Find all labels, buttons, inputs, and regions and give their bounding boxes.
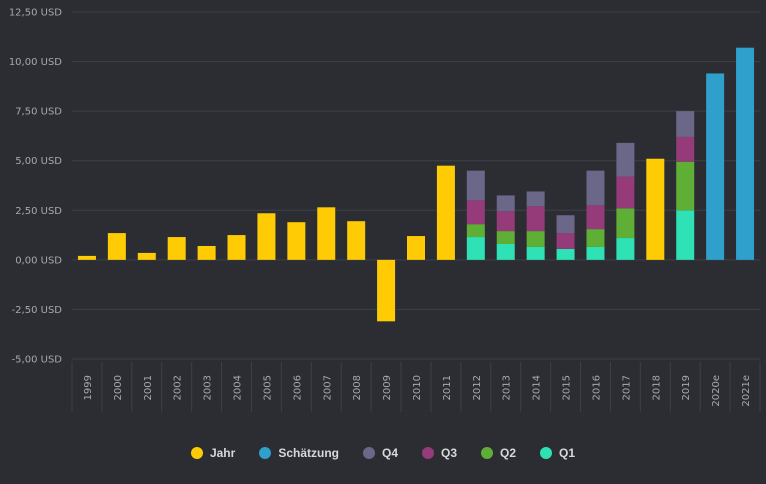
x-tick-label: 2020e [711,375,722,407]
x-tick-label: 2002 [173,375,184,400]
bar-q1-2017[interactable] [616,238,635,260]
legend-label: Schätzung [278,446,339,460]
bars [77,47,755,322]
bar-q4-2015[interactable] [556,215,575,234]
legend-dot-q2 [481,447,494,459]
legend-item-q3[interactable]: Q3 [422,446,457,460]
bar-q4-2019[interactable] [676,111,695,137]
y-tick-label: 0,00 USD [15,255,62,266]
bar-jahr-2008[interactable] [347,221,366,260]
bar-jahr-2018[interactable] [646,158,665,260]
bar-q3-2013[interactable] [496,211,515,232]
x-tick-label: 2009 [382,375,393,400]
x-tick-label: 2017 [621,375,632,400]
x-tick-label: 2015 [562,375,573,400]
y-tick-label: 2,50 USD [15,206,62,217]
y-tick-label: -5,00 USD [12,355,63,366]
bar-jahr-2004[interactable] [227,235,246,260]
x-tick-label: 2001 [143,375,154,400]
x-tick-label: 2008 [352,375,363,400]
y-tick-label: 10,00 USD [9,57,62,68]
legend-label: Q1 [559,446,576,460]
bar-q4-2014[interactable] [526,191,545,207]
bar-schtzung-2020e[interactable] [706,73,725,260]
bar-q1-2013[interactable] [496,243,515,260]
legend-item-q4[interactable]: Q4 [362,446,398,460]
bar-jahr-2006[interactable] [287,222,306,260]
x-tick-label: 2014 [532,375,543,400]
bar-q4-2016[interactable] [586,170,605,206]
bar-q1-2012[interactable] [466,237,485,260]
bar-q3-2015[interactable] [556,233,575,249]
legend-dot-jahr [190,447,203,459]
bar-q1-2015[interactable] [556,248,575,260]
y-tick-label: -2,50 USD [12,305,63,316]
bar-jahr-2009[interactable] [377,259,396,322]
x-tick-label: 2011 [442,375,453,400]
legend-item-jahr[interactable]: Jahr [190,446,236,460]
bar-jahr-2007[interactable] [317,207,336,260]
bar-q2-2019[interactable] [676,161,695,211]
bar-schtzung-2021e[interactable] [736,47,755,260]
bar-jahr-2011[interactable] [436,165,455,260]
bar-q2-2012[interactable] [466,224,485,238]
bar-q1-2019[interactable] [676,210,695,260]
bar-jahr-2010[interactable] [407,236,425,260]
x-tick-label: 2018 [651,375,662,400]
y-tick-label: 5,00 USD [15,156,62,167]
bar-q1-2016[interactable] [586,246,605,260]
y-axis-tick-labels: 12,50 USD 10,00 USD 7,50 USD 5,00 USD 2,50 U… [9,8,62,366]
legend-dot-schaetzung [259,447,272,459]
x-tick-label: 2000 [113,375,124,400]
legend-item-q2[interactable]: Q2 [481,446,516,460]
bar-q2-2016[interactable] [586,229,605,247]
x-tick-label: 2010 [412,375,423,400]
legend-dot-q1 [540,447,553,459]
legend-label: Q2 [500,446,517,460]
legend-item-q1[interactable]: Q1 [540,446,575,460]
bar-q4-2017[interactable] [616,142,635,177]
bar-jahr-1999[interactable] [77,255,96,260]
legend-dot-q3 [422,447,434,459]
legend-label: Jahr [209,446,236,460]
bar-q3-2012[interactable] [466,200,485,225]
x-tick-label: 2005 [262,375,273,400]
bar-jahr-2003[interactable] [197,245,216,260]
legend-label: Q3 [441,446,458,460]
bar-q4-2012[interactable] [466,170,485,201]
bar-q2-2017[interactable] [616,208,635,239]
legend-item-schaetzung[interactable]: Schätzung [259,446,339,460]
legend: Jahr Schätzung Q4 Q3 Q2 Q1 [0,443,766,463]
y-tick-label: 12,50 USD [9,8,62,19]
x-tick-label: 2016 [591,375,602,400]
legend-label: Q4 [381,446,398,460]
x-tick-label: 1999 [83,375,94,400]
bar-q3-2016[interactable] [586,205,605,230]
bar-jahr-2005[interactable] [257,213,276,260]
x-tick-label: 2021e [741,375,752,407]
y-tick-label: 7,50 USD [15,107,62,118]
bar-q2-2014[interactable] [526,231,545,247]
x-tick-label: 2013 [502,375,513,400]
x-tick-label: 2007 [322,375,333,400]
bar-jahr-2001[interactable] [137,252,156,260]
bar-q1-2014[interactable] [526,246,545,260]
bar-q3-2019[interactable] [676,136,695,162]
x-tick-label: 2012 [472,375,483,400]
bar-q3-2017[interactable] [616,176,635,209]
x-tick-label: 2004 [233,375,244,400]
bar-jahr-2000[interactable] [107,233,126,260]
bar-q2-2013[interactable] [496,231,515,244]
x-tick-label: 2003 [203,375,214,400]
bar-q4-2013[interactable] [496,195,515,212]
bar-jahr-2002[interactable] [167,237,186,260]
x-axis-tick-labels: 1999 2000 2001 2002 2003 2004 2005 2006 2007 2008… [83,375,752,407]
x-tick-label: 2019 [681,375,692,400]
legend-dot-q4 [362,447,375,459]
x-tick-label: 2006 [292,375,303,400]
bar-q3-2014[interactable] [526,206,545,232]
